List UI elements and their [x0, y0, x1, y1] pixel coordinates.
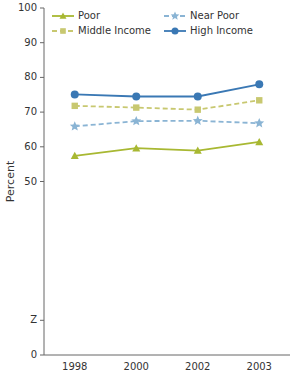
point	[132, 92, 140, 100]
line	[75, 142, 260, 156]
legend-item: Near Poor	[164, 10, 240, 21]
x-tick-label: 2002	[185, 361, 210, 372]
series	[71, 138, 264, 159]
y-tick-label: 0	[31, 349, 37, 360]
x-tick-label: 2000	[124, 361, 149, 372]
series	[72, 97, 263, 113]
point	[71, 90, 79, 98]
plot-area	[70, 80, 264, 159]
y-tick	[40, 112, 44, 113]
legend-item: High Income	[164, 25, 253, 36]
legend-label: Middle Income	[78, 25, 151, 36]
line	[75, 84, 260, 96]
y-tick-label: 60	[24, 141, 37, 152]
legend-item: Poor	[52, 10, 101, 21]
legend-label: High Income	[190, 25, 253, 36]
point	[72, 103, 78, 109]
y-tick-label: 100	[18, 2, 37, 13]
y-axis: 0 Z 50 60 70 80 90 100	[18, 2, 44, 360]
legend-marker	[60, 28, 66, 34]
point	[131, 116, 141, 125]
series	[71, 80, 264, 100]
y-tick	[40, 42, 44, 43]
point	[193, 116, 203, 125]
y-tick-label: 80	[24, 71, 37, 82]
chart: 0 Z 50 60 70 80 90 100 Percent 1998 2000 2002 2003 Po…	[0, 0, 300, 385]
y-tick	[40, 8, 44, 9]
line	[75, 121, 260, 127]
y-tick	[40, 146, 44, 147]
legend: Poor Near Poor Middle Income High Income	[52, 10, 253, 36]
point	[255, 138, 263, 145]
legend-marker	[60, 13, 67, 19]
point	[255, 80, 263, 88]
point	[256, 97, 262, 103]
y-tick	[40, 355, 44, 356]
legend-item: Middle Income	[52, 25, 151, 36]
y-tick	[40, 320, 44, 321]
line	[75, 100, 260, 109]
legend-marker	[171, 11, 180, 19]
series	[70, 116, 264, 131]
y-tick-label: 50	[24, 176, 37, 187]
y-tick	[40, 77, 44, 78]
x-axis: 1998 2000 2002 2003	[44, 355, 290, 372]
point	[195, 106, 201, 112]
y-tick-label: 70	[24, 106, 37, 117]
y-tick-label: 90	[24, 37, 37, 48]
point	[194, 147, 202, 154]
y-tick	[40, 181, 44, 182]
point	[133, 104, 139, 110]
y-axis-label: Percent	[4, 160, 17, 202]
legend-label: Near Poor	[190, 10, 240, 21]
point	[194, 92, 202, 100]
x-tick-label: 2003	[247, 361, 272, 372]
legend-marker	[172, 28, 179, 35]
point	[70, 121, 80, 130]
point	[71, 152, 79, 159]
x-tick-label: 1998	[62, 361, 87, 372]
x-axis-line	[44, 355, 290, 356]
y-tick-label: Z	[30, 314, 37, 325]
legend-label: Poor	[78, 10, 101, 21]
point	[132, 144, 140, 151]
point	[254, 118, 264, 127]
